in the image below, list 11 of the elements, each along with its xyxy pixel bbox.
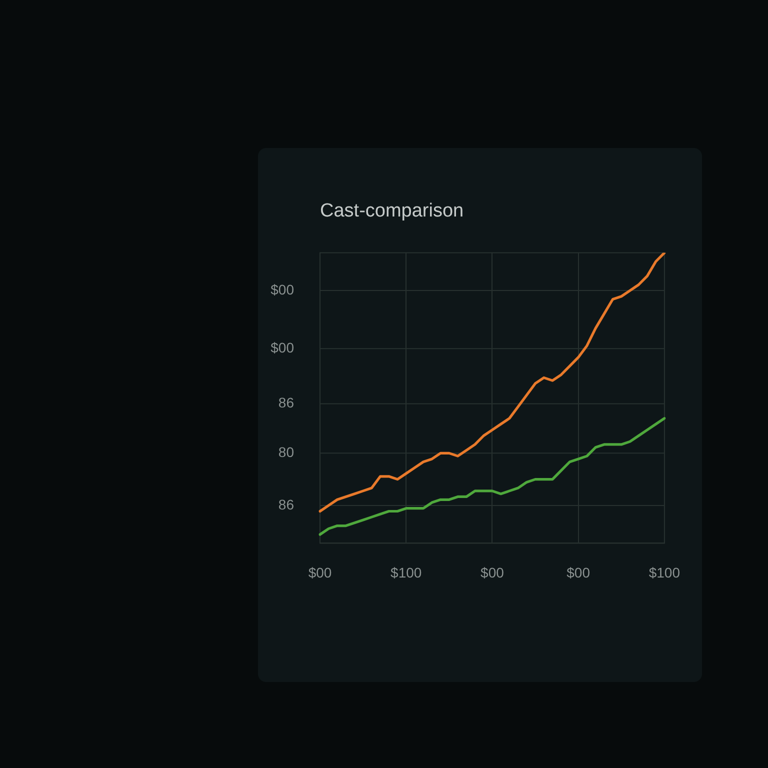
text: 86 xyxy=(278,394,294,411)
x-tick-label: $00 xyxy=(308,564,332,580)
text: 86 xyxy=(278,496,294,512)
text: $00 xyxy=(270,339,294,356)
text: $00 xyxy=(270,281,294,298)
x-tick-label: $00 xyxy=(566,564,590,580)
chart-title: Cast-comparison xyxy=(320,200,464,222)
x-tick-label: $100 xyxy=(648,564,680,580)
x-tick-label: $00 xyxy=(480,564,504,580)
x-tick-label: $100 xyxy=(390,564,422,580)
text: 80 xyxy=(278,444,294,460)
